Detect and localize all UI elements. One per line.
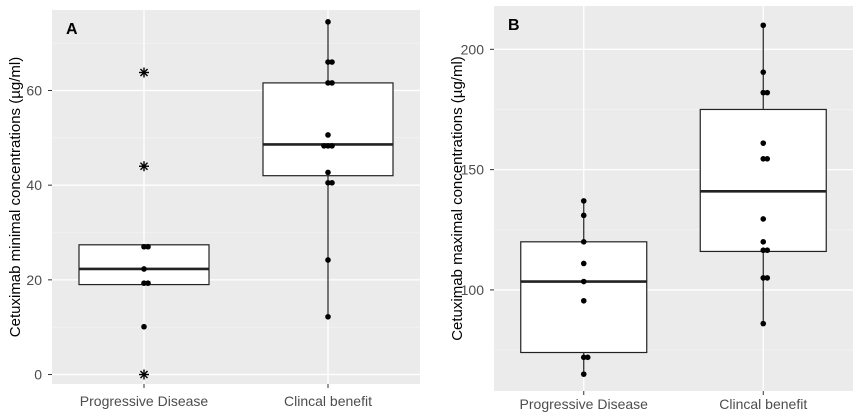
box [699,108,827,253]
data-point [760,275,767,281]
data-point [580,354,587,361]
data-point [580,198,587,204]
y-tick-label: 40 [26,177,42,193]
data-point [580,371,587,377]
data-point [580,239,587,245]
data-point [321,143,327,149]
y-tick-label: 60 [26,82,42,98]
data-point [145,280,151,286]
data-point [325,169,331,176]
data-point [764,155,771,162]
data-point [580,278,587,285]
outlier-point [139,161,149,172]
x-tick-label: Clincal benefit [284,393,372,409]
box [520,241,648,354]
y-axis-label: Cetuximab minimal concentrations (µg/ml) [7,57,24,337]
y-tick-label: 100 [461,282,485,298]
data-point [764,247,771,254]
data-point [325,59,331,65]
y-axis-label: Cetuximab maximal concentrations (µg/ml) [449,56,466,341]
data-point [760,239,767,245]
data-point [760,140,767,146]
y-tick-label: 150 [461,162,485,178]
data-point [141,323,147,330]
data-point [764,275,771,281]
data-point [325,80,331,86]
data-point [329,143,335,149]
plot-background [52,10,420,384]
data-point [580,297,587,304]
data-point [141,280,147,286]
data-point [329,179,335,186]
y-tick-label: 200 [461,41,485,57]
data-point [580,212,587,219]
data-point [760,320,767,327]
data-point [760,216,767,222]
box [78,244,210,286]
data-point [760,89,767,96]
outlier-point [139,67,149,78]
outlier-point [139,369,149,380]
panel-label: B [508,17,520,34]
y-tick-label: 0 [34,367,42,383]
data-point [145,243,151,250]
x-tick-label: Progressive Disease [520,396,649,412]
data-point [580,260,587,267]
panel-b: 100 150 200 Progressive Disease Clincal bene… [449,6,853,412]
data-point [760,69,767,75]
data-point [325,179,331,186]
data-point [141,266,147,272]
data-point [325,257,331,263]
data-point [325,19,331,25]
panel-label: A [66,21,78,38]
data-point [325,313,331,320]
panel-a: 0 20 40 60 Progressive Disease Clincal benefi… [7,10,420,409]
data-point [764,89,771,96]
x-tick-label: Progressive Disease [80,393,209,409]
data-point [760,155,767,162]
y-tick-label: 20 [26,272,42,288]
data-point [760,247,767,254]
data-point [141,243,147,250]
data-point [760,22,767,29]
data-point [325,143,331,149]
data-point [329,59,335,65]
data-point [325,132,331,138]
box [262,82,394,177]
x-tick-label: Clincal benefit [719,396,807,412]
data-point [329,80,335,86]
data-point [584,354,591,361]
